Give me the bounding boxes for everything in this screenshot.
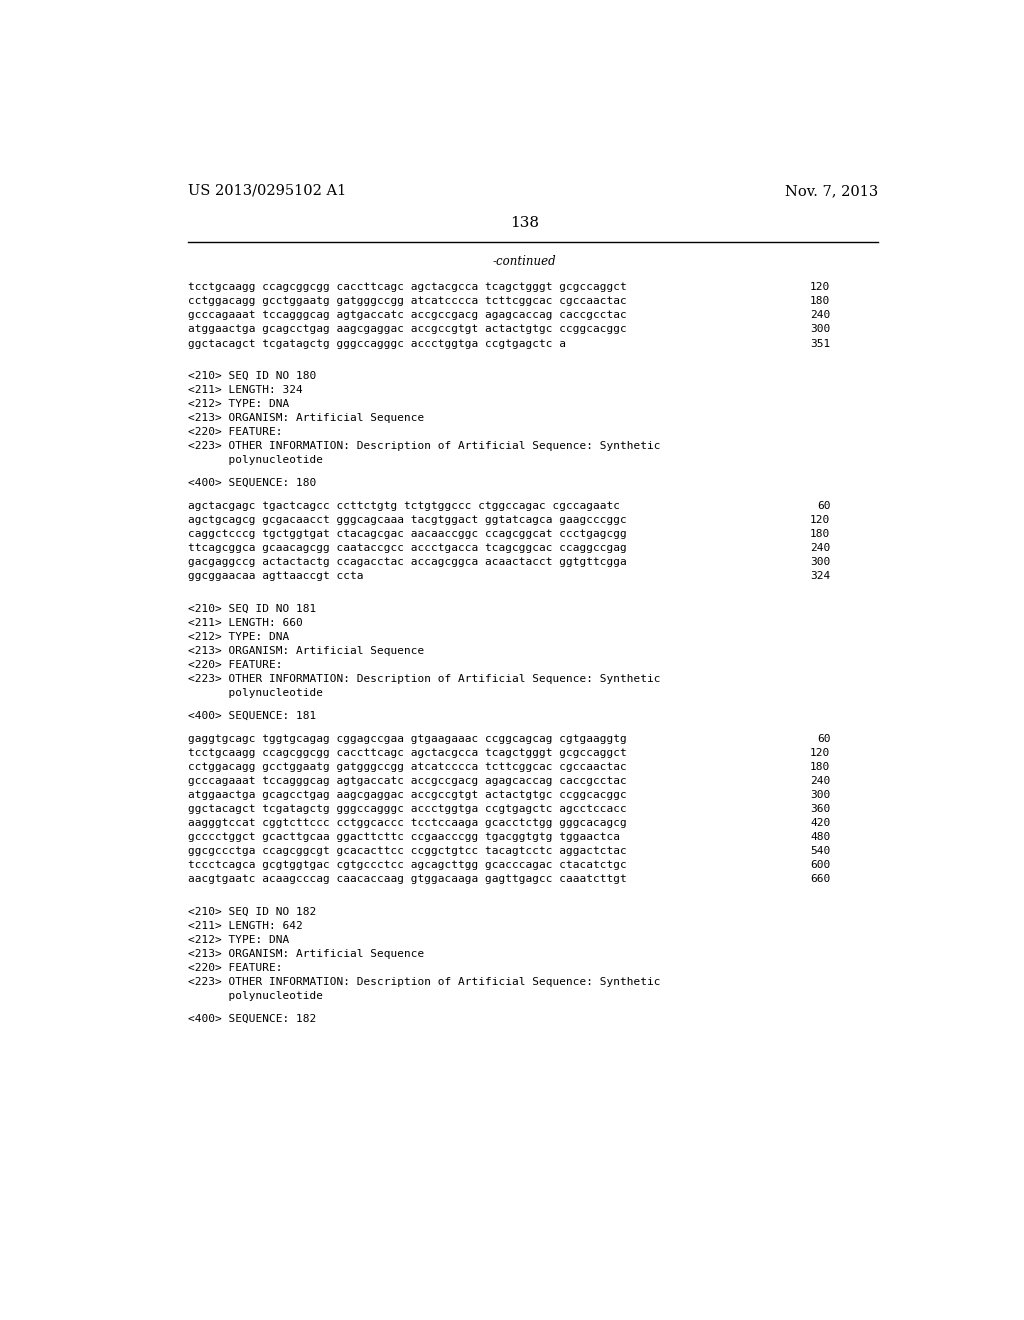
Text: polynucleotide: polynucleotide bbox=[187, 455, 323, 465]
Text: gcccctggct gcacttgcaa ggacttcttc ccgaacccgg tgacggtgtg tggaactca: gcccctggct gcacttgcaa ggacttcttc ccgaacc… bbox=[187, 832, 620, 842]
Text: ggcgccctga ccagcggcgt gcacacttcc ccggctgtcc tacagtcctc aggactctac: ggcgccctga ccagcggcgt gcacacttcc ccggctg… bbox=[187, 846, 627, 857]
Text: agctacgagc tgactcagcc ccttctgtg tctgtggccc ctggccagac cgccagaatc: agctacgagc tgactcagcc ccttctgtg tctgtggc… bbox=[187, 502, 620, 511]
Text: polynucleotide: polynucleotide bbox=[187, 991, 323, 1001]
Text: 240: 240 bbox=[810, 776, 830, 787]
Text: ggcggaacaa agttaaccgt ccta: ggcggaacaa agttaaccgt ccta bbox=[187, 572, 364, 581]
Text: cctggacagg gcctggaatg gatgggccgg atcatcccca tcttcggcac cgccaactac: cctggacagg gcctggaatg gatgggccgg atcatcc… bbox=[187, 297, 627, 306]
Text: <220> FEATURE:: <220> FEATURE: bbox=[187, 962, 282, 973]
Text: 324: 324 bbox=[810, 572, 830, 581]
Text: gaggtgcagc tggtgcagag cggagccgaa gtgaagaaac ccggcagcag cgtgaaggtg: gaggtgcagc tggtgcagag cggagccgaa gtgaaga… bbox=[187, 734, 627, 744]
Text: 60: 60 bbox=[817, 502, 830, 511]
Text: US 2013/0295102 A1: US 2013/0295102 A1 bbox=[187, 183, 346, 198]
Text: <400> SEQUENCE: 182: <400> SEQUENCE: 182 bbox=[187, 1014, 315, 1024]
Text: gacgaggccg actactactg ccagacctac accagcggca acaactacct ggtgttcgga: gacgaggccg actactactg ccagacctac accagcg… bbox=[187, 557, 627, 568]
Text: 480: 480 bbox=[810, 832, 830, 842]
Text: 600: 600 bbox=[810, 861, 830, 870]
Text: <211> LENGTH: 324: <211> LENGTH: 324 bbox=[187, 385, 302, 395]
Text: 420: 420 bbox=[810, 818, 830, 828]
Text: tccctcagca gcgtggtgac cgtgccctcc agcagcttgg gcacccagac ctacatctgc: tccctcagca gcgtggtgac cgtgccctcc agcagct… bbox=[187, 861, 627, 870]
Text: <213> ORGANISM: Artificial Sequence: <213> ORGANISM: Artificial Sequence bbox=[187, 645, 424, 656]
Text: 660: 660 bbox=[810, 874, 830, 884]
Text: 240: 240 bbox=[810, 544, 830, 553]
Text: <210> SEQ ID NO 181: <210> SEQ ID NO 181 bbox=[187, 603, 315, 614]
Text: 300: 300 bbox=[810, 325, 830, 334]
Text: 180: 180 bbox=[810, 762, 830, 772]
Text: tcctgcaagg ccagcggcgg caccttcagc agctacgcca tcagctgggt gcgccaggct: tcctgcaagg ccagcggcgg caccttcagc agctacg… bbox=[187, 748, 627, 758]
Text: <210> SEQ ID NO 180: <210> SEQ ID NO 180 bbox=[187, 371, 315, 380]
Text: atggaactga gcagcctgag aagcgaggac accgccgtgt actactgtgc ccggcacggc: atggaactga gcagcctgag aagcgaggac accgccg… bbox=[187, 325, 627, 334]
Text: <220> FEATURE:: <220> FEATURE: bbox=[187, 660, 282, 669]
Text: gcccagaaat tccagggcag agtgaccatc accgccgacg agagcaccag caccgcctac: gcccagaaat tccagggcag agtgaccatc accgccg… bbox=[187, 776, 627, 787]
Text: <220> FEATURE:: <220> FEATURE: bbox=[187, 426, 282, 437]
Text: 180: 180 bbox=[810, 529, 830, 540]
Text: <400> SEQUENCE: 181: <400> SEQUENCE: 181 bbox=[187, 711, 315, 721]
Text: 540: 540 bbox=[810, 846, 830, 857]
Text: 60: 60 bbox=[817, 734, 830, 744]
Text: aagggtccat cggtcttccc cctggcaccc tcctccaaga gcacctctgg gggcacagcg: aagggtccat cggtcttccc cctggcaccc tcctcca… bbox=[187, 818, 627, 828]
Text: <223> OTHER INFORMATION: Description of Artificial Sequence: Synthetic: <223> OTHER INFORMATION: Description of … bbox=[187, 673, 660, 684]
Text: atggaactga gcagcctgag aagcgaggac accgccgtgt actactgtgc ccggcacggc: atggaactga gcagcctgag aagcgaggac accgccg… bbox=[187, 791, 627, 800]
Text: -continued: -continued bbox=[493, 255, 557, 268]
Text: ttcagcggca gcaacagcgg caataccgcc accctgacca tcagcggcac ccaggccgag: ttcagcggca gcaacagcgg caataccgcc accctga… bbox=[187, 544, 627, 553]
Text: <212> TYPE: DNA: <212> TYPE: DNA bbox=[187, 632, 289, 642]
Text: ggctacagct tcgatagctg gggccagggc accctggtga ccgtgagctc a: ggctacagct tcgatagctg gggccagggc accctgg… bbox=[187, 338, 565, 348]
Text: 240: 240 bbox=[810, 310, 830, 321]
Text: gcccagaaat tccagggcag agtgaccatc accgccgacg agagcaccag caccgcctac: gcccagaaat tccagggcag agtgaccatc accgccg… bbox=[187, 310, 627, 321]
Text: 360: 360 bbox=[810, 804, 830, 814]
Text: <211> LENGTH: 642: <211> LENGTH: 642 bbox=[187, 920, 302, 931]
Text: 300: 300 bbox=[810, 791, 830, 800]
Text: ggctacagct tcgatagctg gggccagggc accctggtga ccgtgagctc agcctccacc: ggctacagct tcgatagctg gggccagggc accctgg… bbox=[187, 804, 627, 814]
Text: <223> OTHER INFORMATION: Description of Artificial Sequence: Synthetic: <223> OTHER INFORMATION: Description of … bbox=[187, 441, 660, 451]
Text: 300: 300 bbox=[810, 557, 830, 568]
Text: polynucleotide: polynucleotide bbox=[187, 688, 323, 698]
Text: 120: 120 bbox=[810, 282, 830, 293]
Text: <213> ORGANISM: Artificial Sequence: <213> ORGANISM: Artificial Sequence bbox=[187, 413, 424, 422]
Text: 120: 120 bbox=[810, 748, 830, 758]
Text: <211> LENGTH: 660: <211> LENGTH: 660 bbox=[187, 618, 302, 627]
Text: <223> OTHER INFORMATION: Description of Artificial Sequence: Synthetic: <223> OTHER INFORMATION: Description of … bbox=[187, 977, 660, 987]
Text: cctggacagg gcctggaatg gatgggccgg atcatcccca tcttcggcac cgccaactac: cctggacagg gcctggaatg gatgggccgg atcatcc… bbox=[187, 762, 627, 772]
Text: Nov. 7, 2013: Nov. 7, 2013 bbox=[784, 183, 878, 198]
Text: 351: 351 bbox=[810, 338, 830, 348]
Text: 138: 138 bbox=[510, 216, 540, 230]
Text: <212> TYPE: DNA: <212> TYPE: DNA bbox=[187, 399, 289, 409]
Text: aacgtgaatc acaagcccag caacaccaag gtggacaaga gagttgagcc caaatcttgt: aacgtgaatc acaagcccag caacaccaag gtggaca… bbox=[187, 874, 627, 884]
Text: 180: 180 bbox=[810, 297, 830, 306]
Text: <213> ORGANISM: Artificial Sequence: <213> ORGANISM: Artificial Sequence bbox=[187, 949, 424, 958]
Text: agctgcagcg gcgacaacct gggcagcaaa tacgtggact ggtatcagca gaagcccggc: agctgcagcg gcgacaacct gggcagcaaa tacgtgg… bbox=[187, 515, 627, 525]
Text: 120: 120 bbox=[810, 515, 830, 525]
Text: <400> SEQUENCE: 180: <400> SEQUENCE: 180 bbox=[187, 478, 315, 488]
Text: <210> SEQ ID NO 182: <210> SEQ ID NO 182 bbox=[187, 907, 315, 916]
Text: tcctgcaagg ccagcggcgg caccttcagc agctacgcca tcagctgggt gcgccaggct: tcctgcaagg ccagcggcgg caccttcagc agctacg… bbox=[187, 282, 627, 293]
Text: caggctcccg tgctggtgat ctacagcgac aacaaccggc ccagcggcat ccctgagcgg: caggctcccg tgctggtgat ctacagcgac aacaacc… bbox=[187, 529, 627, 540]
Text: <212> TYPE: DNA: <212> TYPE: DNA bbox=[187, 935, 289, 945]
